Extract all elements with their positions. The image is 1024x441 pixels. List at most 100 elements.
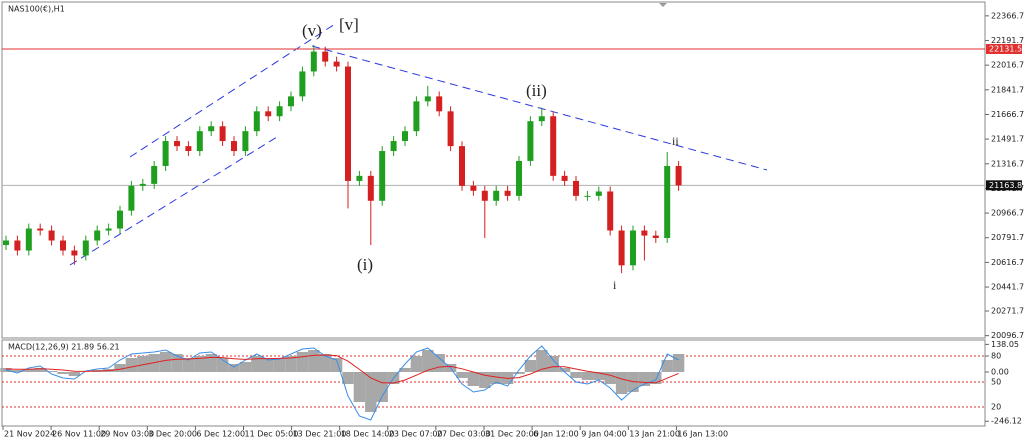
price-label: 21163.8 (989, 181, 1022, 190)
candle-body (276, 106, 283, 117)
x-tick-label: 18 Dec 14:00 (341, 430, 395, 439)
macd-histogram-bar (319, 354, 331, 372)
macd-histogram-bar (0, 368, 12, 372)
macd-histogram-bar (251, 356, 263, 372)
channel-upper (129, 23, 336, 158)
candle-body (664, 165, 671, 238)
macd-histogram-bar (273, 358, 286, 372)
macd-histogram-bar (353, 372, 366, 402)
x-tick-label: 13 Dec 21:00 (293, 430, 347, 439)
macd-histogram-bar (490, 372, 502, 384)
wave-label: ii (672, 134, 679, 148)
wave-label: (v) (302, 21, 322, 40)
candle-body (550, 116, 557, 176)
macd-histogram-bar (216, 358, 229, 372)
macd-histogram-bar (365, 372, 377, 412)
x-tick-label: 6 Jan 12:00 (533, 430, 579, 439)
wave-label: (ii) (526, 81, 547, 100)
symbol-title: NAS100(€),H1 (8, 5, 65, 14)
x-tick-label: 23 Dec 07:00 (389, 430, 443, 439)
candle-body (367, 175, 374, 201)
candle-body (641, 230, 648, 236)
macd-histogram-bar (308, 350, 320, 372)
shift-marker (659, 3, 667, 7)
candle-body (14, 240, 21, 251)
candle-body (162, 141, 169, 166)
macd-histogram-bar (604, 372, 616, 384)
macd-histogram-bar (672, 354, 685, 372)
macd-histogram-bar (68, 372, 81, 376)
candle-body (504, 190, 511, 196)
candle-body (25, 228, 32, 251)
macd-histogram-bar (536, 350, 548, 372)
candle-body (573, 180, 579, 196)
candle-body (607, 191, 614, 231)
macd-histogram-bar (558, 368, 571, 372)
channel-lower (69, 136, 278, 266)
macd-histogram-bar (593, 372, 605, 380)
macd-histogram-bar (399, 368, 411, 372)
x-tick-label: 3 Dec 20:00 (148, 430, 197, 439)
macd-histogram-bar (285, 356, 297, 372)
candle-body (516, 160, 522, 196)
macd-histogram-bar (342, 372, 354, 384)
macd-histogram-bar (296, 352, 309, 372)
candle-body (322, 51, 329, 62)
candle-body (618, 230, 625, 266)
candle-body (333, 61, 340, 67)
macd-histogram-bar (581, 372, 594, 380)
candle-body (390, 141, 397, 152)
macd-histogram-bar (479, 372, 491, 388)
macd-histogram-bar (11, 370, 24, 372)
candle-body (595, 191, 602, 196)
x-tick-label: 6 Dec 12:00 (196, 430, 245, 439)
candle-body (196, 131, 203, 152)
price-label-box (986, 43, 1022, 54)
macd-histogram-bar (638, 372, 651, 386)
macd-histogram-bar (45, 371, 58, 372)
y-tick-label: 80 (991, 352, 1001, 361)
x-tick-label: 26 Nov 11:00 (52, 430, 106, 439)
macd-histogram-bar (171, 354, 183, 372)
y-tick-label: 20966.7 (991, 209, 1024, 218)
candle-body (481, 190, 488, 201)
y-tick-label: 20096.7 (991, 331, 1024, 340)
candle-body (128, 185, 135, 211)
macd-histogram-bar (650, 372, 662, 384)
candle-body (561, 175, 568, 181)
candle-body (379, 151, 386, 201)
macd-histogram-bar (524, 360, 537, 372)
macd-histogram-bar (456, 372, 468, 378)
wave-label: [v] (339, 15, 359, 34)
candle-body (310, 51, 317, 72)
main-panel-frame (1, 1, 986, 339)
macd-title: MACD(12,26,9) 21.89 56.21 (8, 343, 120, 352)
level-label: 50 (991, 378, 1001, 387)
candle-body (265, 111, 272, 117)
candle-body (82, 240, 89, 256)
y-tick-label: 22016.7 (991, 61, 1024, 70)
macd-panel-frame (1, 339, 986, 427)
candle-body (538, 116, 545, 122)
macd-histogram-bar (570, 372, 582, 378)
candle-body (299, 71, 306, 97)
y-tick-label: 21316.7 (991, 159, 1024, 168)
macd-histogram-bar (205, 354, 217, 372)
candle-body (675, 165, 682, 186)
candle-body (253, 111, 260, 132)
x-tick-label: 9 Jan 04:00 (581, 430, 627, 439)
x-tick-label: 16 Jan 13:00 (677, 430, 728, 439)
macd-histogram-bar (239, 362, 252, 372)
candle-body (219, 126, 226, 142)
macd-histogram-bar (114, 364, 126, 372)
macd-histogram-bar (125, 358, 138, 372)
y-tick-label: 22366.7 (991, 11, 1024, 20)
candle-body (527, 121, 534, 161)
y-tick-label: 21666.7 (991, 110, 1024, 119)
macd-histogram-bar (547, 356, 559, 372)
candle-body (242, 131, 249, 152)
macd-histogram-bar (194, 356, 206, 372)
macd-histogram-bar (262, 358, 274, 372)
